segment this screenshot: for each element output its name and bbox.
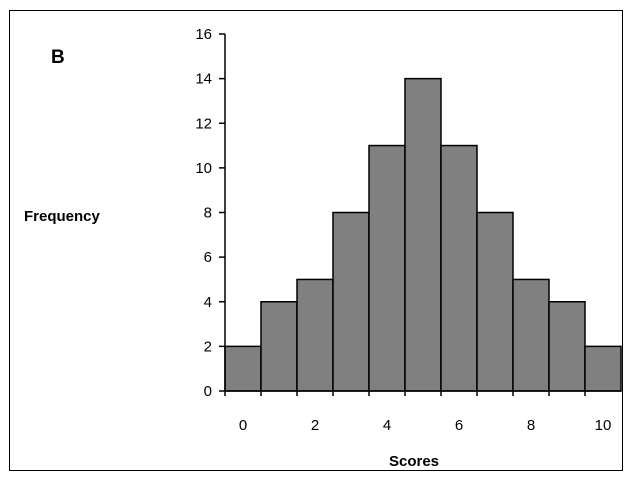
bar-4 <box>368 144 406 392</box>
x-tick-label-0: 0 <box>239 417 247 434</box>
x-axis: 0 2 4 6 8 10 <box>224 390 621 434</box>
y-tick-label-2: 2 <box>204 338 212 355</box>
bar-5 <box>404 77 442 392</box>
y-axis-title: Frequency <box>24 208 101 225</box>
bar-10 <box>584 345 622 392</box>
y-tick-label-10: 10 <box>195 160 212 177</box>
bar-2 <box>296 278 334 392</box>
y-tick-label-12: 12 <box>195 115 212 132</box>
x-tick-label-4: 4 <box>383 417 391 434</box>
x-axis-title: Scores <box>389 453 439 470</box>
x-tick-label-10: 10 <box>595 417 612 434</box>
y-tick-label-6: 6 <box>204 249 212 266</box>
panel-label: B <box>51 47 65 68</box>
bars <box>224 77 622 392</box>
x-tick-label-8: 8 <box>527 417 535 434</box>
y-tick-label-4: 4 <box>204 294 212 311</box>
bar-3 <box>332 211 370 392</box>
bar-9 <box>548 301 586 392</box>
bar-0 <box>224 345 262 392</box>
x-tick-label-6: 6 <box>455 417 463 434</box>
bar-1 <box>260 301 298 392</box>
y-axis: 0 2 4 6 8 10 12 14 16 <box>195 26 226 400</box>
y-tick-label-0: 0 <box>204 383 212 400</box>
y-tick-label-8: 8 <box>204 205 212 222</box>
bar-7 <box>476 211 514 392</box>
bar-6 <box>440 144 478 392</box>
bar-8 <box>512 278 550 392</box>
y-tick-label-14: 14 <box>195 71 212 88</box>
x-tick-label-2: 2 <box>311 417 319 434</box>
chart-frame <box>9 10 623 471</box>
y-tick-label-16: 16 <box>195 26 212 43</box>
